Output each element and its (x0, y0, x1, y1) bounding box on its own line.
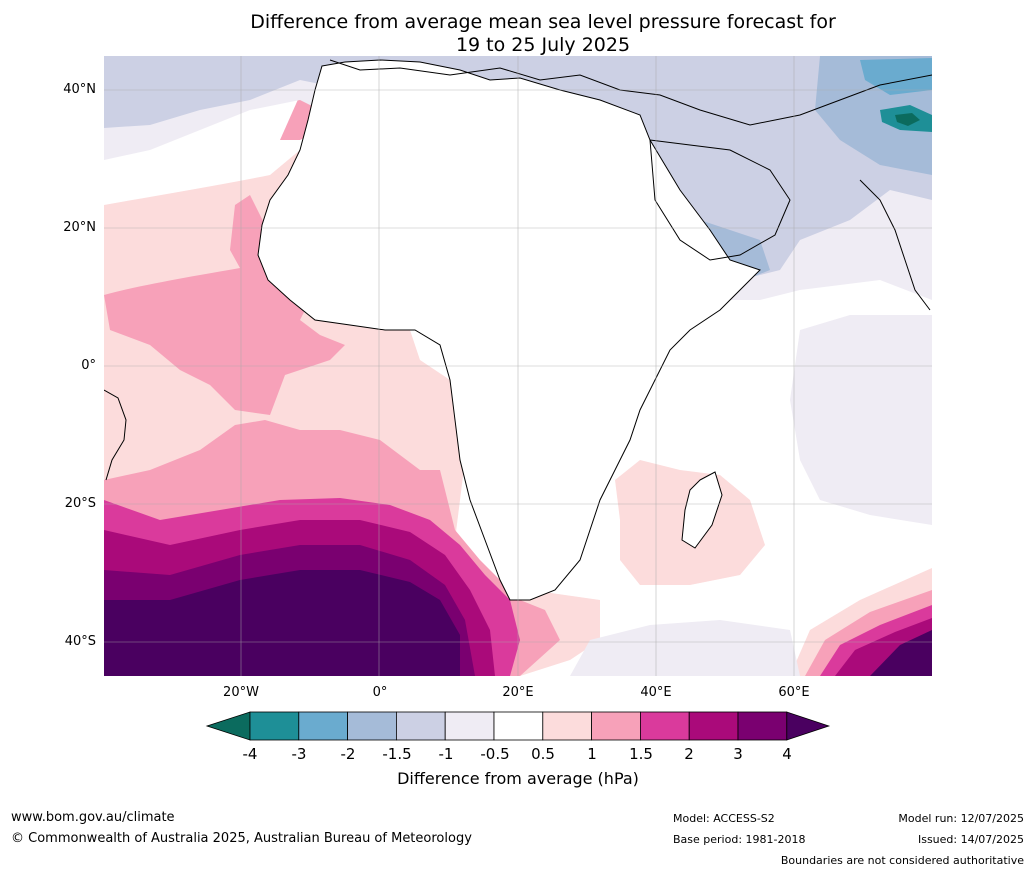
colorbar-swatch (640, 711, 690, 741)
colorbar-tick-label: 2 (684, 745, 694, 763)
lat-label-20s: 20°S (64, 496, 96, 511)
map-area (104, 56, 932, 676)
colorbar-tick-label: 4 (782, 745, 792, 763)
arabia-landmass (649, 139, 791, 261)
footer-issued: Issued: 14/07/2025 (917, 833, 1024, 846)
south-america-coastline (104, 389, 127, 481)
colorbar-tick-label: -1.5 (382, 745, 412, 763)
colorbar-tick-label: 3 (733, 745, 743, 763)
anomaly-neg-0.5-east (790, 315, 932, 525)
footer-model: Model: ACCESS-S2 (673, 812, 775, 825)
map-title-line-2: 19 to 25 July 2025 (455, 34, 631, 56)
colorbar-tick-label: -1 (438, 745, 454, 763)
footer-base-period: Base period: 1981-2018 (673, 833, 806, 846)
colorbar-swatch (395, 711, 446, 741)
colorbar-tick-label: 1.5 (629, 745, 653, 763)
lat-label-40s: 40°S (64, 634, 96, 649)
india-coastline (859, 179, 931, 311)
colorbar-swatch (298, 711, 348, 741)
footer-copyright: © Commonwealth of Australia 2025, Austra… (11, 831, 472, 846)
colorbar-swatch (444, 711, 495, 741)
colorbar-swatch (688, 711, 739, 741)
anomaly-neg-0.5-south (570, 620, 800, 676)
lat-label-40n: 40°N (63, 82, 96, 97)
colorbar-title: Difference from average (hPa) (397, 769, 639, 788)
lon-label-60e: 60°E (778, 685, 810, 700)
lon-label-0: 0° (372, 685, 388, 700)
footer-disclaimer: Boundaries are not considered authoritat… (780, 854, 1024, 867)
map-title-line-1: Difference from average mean sea level p… (250, 11, 836, 33)
colorbar-tick-label: 0.5 (531, 745, 555, 763)
lat-label-0: 0° (81, 358, 96, 373)
colorbar-extend-low (205, 711, 251, 741)
colorbar-swatch (493, 711, 544, 741)
colorbar-tick-label: -3 (291, 745, 307, 763)
lat-label-20n: 20°N (63, 220, 96, 235)
footer-website: www.bom.gov.au/climate (11, 810, 175, 825)
lon-label-40e: 40°E (640, 685, 672, 700)
map-gridlines (104, 56, 932, 676)
africa-landmass (257, 59, 761, 601)
colorbar-extend-high (786, 711, 831, 741)
anomaly-gt4-southeast (870, 630, 932, 676)
anomaly-gt4-south (104, 570, 460, 676)
lon-label-20w: 20°W (223, 685, 259, 700)
lon-label-20e: 20°E (502, 685, 534, 700)
madagascar-island (681, 471, 723, 549)
colorbar-swatch (249, 711, 300, 741)
colorbar-tick-label: -2 (340, 745, 356, 763)
colorbar-swatch (347, 711, 397, 741)
colorbar-tick-label: -4 (242, 745, 258, 763)
colorbar (205, 711, 831, 741)
colorbar-swatch (737, 711, 788, 741)
colorbar-swatch (542, 711, 592, 741)
footer-model-run: Model run: 12/07/2025 (898, 812, 1024, 825)
colorbar-swatch (591, 711, 641, 741)
colorbar-tick-label: -0.5 (480, 745, 510, 763)
colorbar-tick-label: 1 (587, 745, 597, 763)
anomaly-neg-4-caspian (895, 113, 920, 126)
